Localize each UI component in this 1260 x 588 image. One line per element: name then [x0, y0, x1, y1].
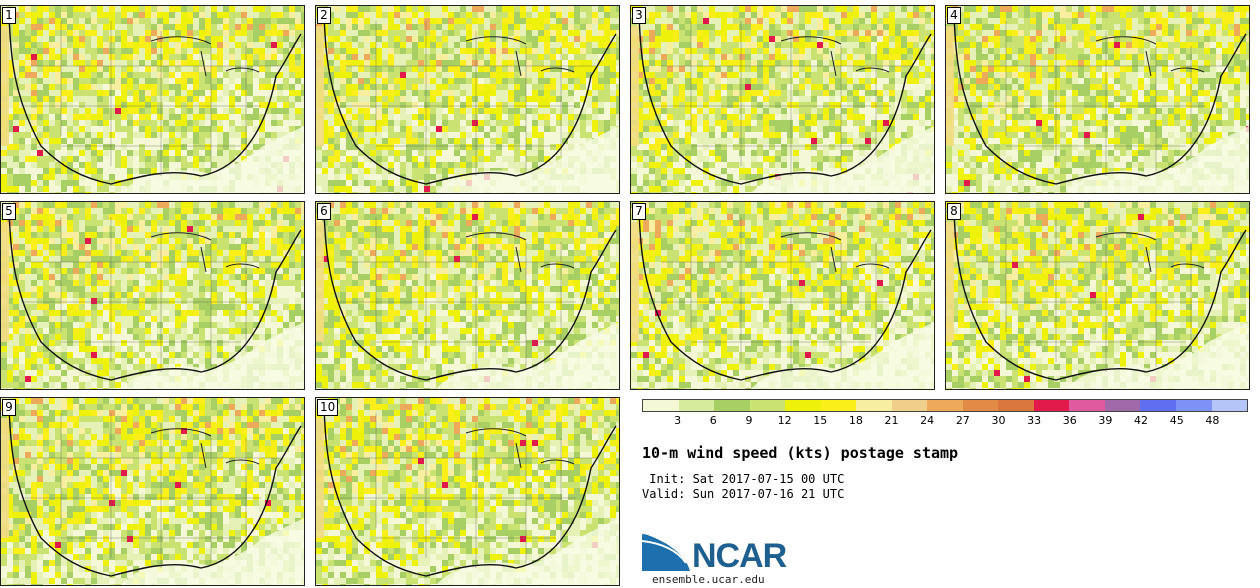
colorbar-swatch: [643, 400, 679, 411]
stamp-panel-5: 5: [0, 201, 305, 390]
member-label: 1: [2, 7, 16, 24]
colorbar-swatch: [1140, 400, 1176, 411]
wind-map-7: [631, 202, 934, 389]
valid-time: Valid: Sun 2017-07-16 21 UTC: [642, 487, 845, 501]
colorbar-tick-label: 30: [991, 414, 1006, 427]
member-label: 6: [317, 203, 331, 220]
wind-map-9: [1, 398, 304, 585]
colorbar-swatch: [1069, 400, 1105, 411]
colorbar-swatch: [856, 400, 892, 411]
member-label: 3: [632, 7, 646, 24]
colorbar-tick-label: 48: [1205, 414, 1220, 427]
colorbar-swatch: [891, 400, 928, 411]
stamp-panel-4: 4: [945, 5, 1250, 194]
stamp-panel-10: 10: [315, 397, 620, 586]
colorbar-swatch: [927, 400, 963, 411]
wind-map-10: [316, 398, 619, 585]
colorbar-tick-label: 3: [674, 414, 682, 427]
member-label: 4: [947, 7, 961, 24]
member-label: 5: [2, 203, 16, 220]
stamp-panel-7: 7: [630, 201, 935, 390]
stamp-panel-8: 8: [945, 201, 1250, 390]
colorbar-swatch: [998, 400, 1034, 411]
wind-map-5: [1, 202, 304, 389]
colorbar-swatch: [1033, 400, 1070, 411]
wind-map-3: [631, 6, 934, 193]
init-time: Init: Sat 2017-07-15 00 UTC: [642, 472, 845, 486]
ncar-logo-icon: [642, 532, 691, 571]
wind-map-6: [316, 202, 619, 389]
member-label: 2: [317, 7, 331, 24]
colorbar-swatch: [1175, 400, 1212, 411]
member-label: 9: [2, 399, 16, 416]
colorbar-tick-label: 6: [709, 414, 717, 427]
logo-wordmark: NCAR: [692, 537, 787, 575]
stamp-panel-3: 3: [630, 5, 935, 194]
colorbar-swatch: [1211, 400, 1248, 411]
stamp-panel-6: 6: [315, 201, 620, 390]
colorbar-ticks: 3 6 9 12 15 18 21 24 27 30 33 36 39 42 45 48: [642, 414, 1248, 428]
wind-map-1: [1, 6, 304, 193]
site-url[interactable]: ensemble.ucar.edu: [652, 573, 765, 586]
wind-map-4: [946, 6, 1249, 193]
stamp-panel-2: 2: [315, 5, 620, 194]
colorbar-tick-label: 42: [1134, 414, 1149, 427]
colorbar-tick-label: 39: [1098, 414, 1113, 427]
wind-map-8: [946, 202, 1249, 389]
colorbar: [642, 399, 1248, 412]
member-label: 8: [947, 203, 961, 220]
colorbar-tick-label: 45: [1169, 414, 1184, 427]
colorbar-swatch: [678, 400, 715, 411]
colorbar-swatch: [1104, 400, 1141, 411]
colorbar-tick-label: 18: [848, 414, 863, 427]
stamp-panel-9: 9: [0, 397, 305, 586]
colorbar-tick-label: 12: [777, 414, 792, 427]
colorbar-tick-label: 9: [745, 414, 753, 427]
colorbar-tick-label: 21: [884, 414, 899, 427]
member-label: 10: [317, 399, 339, 416]
colorbar-tick-label: 33: [1027, 414, 1042, 427]
wind-map-2: [316, 6, 619, 193]
stamp-panel-1: 1: [0, 5, 305, 194]
colorbar-tick-label: 24: [920, 414, 935, 427]
colorbar-tick-label: 27: [955, 414, 970, 427]
colorbar-swatch: [962, 400, 999, 411]
chart-title: 10-m wind speed (kts) postage stamp: [642, 444, 959, 462]
colorbar-swatch: [749, 400, 786, 411]
colorbar-tick-label: 15: [813, 414, 828, 427]
colorbar-swatch: [785, 400, 821, 411]
colorbar-swatch: [714, 400, 750, 411]
colorbar-tick-label: 36: [1062, 414, 1077, 427]
colorbar-swatch: [820, 400, 857, 411]
member-label: 7: [632, 203, 646, 220]
